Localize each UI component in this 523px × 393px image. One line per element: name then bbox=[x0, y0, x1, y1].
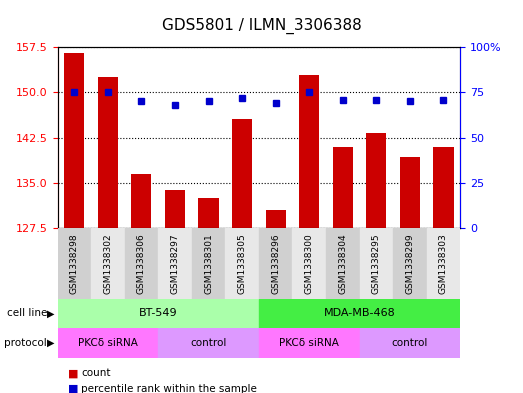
Text: ■: ■ bbox=[68, 384, 78, 393]
Bar bbox=[360, 328, 460, 358]
Bar bbox=[64, 53, 84, 228]
Bar bbox=[158, 228, 192, 299]
Text: protocol: protocol bbox=[4, 338, 47, 348]
Text: ▶: ▶ bbox=[48, 338, 55, 348]
Text: GSM1338304: GSM1338304 bbox=[338, 233, 347, 294]
Text: PKCδ siRNA: PKCδ siRNA bbox=[78, 338, 138, 348]
Bar bbox=[400, 158, 420, 228]
Bar bbox=[326, 228, 360, 299]
Bar bbox=[366, 133, 386, 228]
Bar bbox=[393, 228, 427, 299]
Text: GSM1338303: GSM1338303 bbox=[439, 233, 448, 294]
Bar bbox=[259, 228, 292, 299]
Bar bbox=[58, 328, 158, 358]
Bar bbox=[427, 228, 460, 299]
Bar bbox=[259, 328, 360, 358]
Text: cell line: cell line bbox=[7, 309, 47, 318]
Text: GDS5801 / ILMN_3306388: GDS5801 / ILMN_3306388 bbox=[162, 17, 361, 34]
Bar bbox=[91, 228, 124, 299]
Text: GSM1338297: GSM1338297 bbox=[170, 233, 179, 294]
Text: GSM1338296: GSM1338296 bbox=[271, 233, 280, 294]
Text: GSM1338295: GSM1338295 bbox=[372, 233, 381, 294]
Bar bbox=[259, 299, 460, 328]
Text: GSM1338305: GSM1338305 bbox=[237, 233, 247, 294]
Bar bbox=[165, 190, 185, 228]
Bar bbox=[292, 228, 326, 299]
Bar bbox=[434, 147, 453, 228]
Text: ▶: ▶ bbox=[48, 309, 55, 318]
Bar bbox=[58, 299, 259, 328]
Text: control: control bbox=[190, 338, 227, 348]
Text: GSM1338301: GSM1338301 bbox=[204, 233, 213, 294]
Bar bbox=[333, 147, 353, 228]
Text: GSM1338306: GSM1338306 bbox=[137, 233, 146, 294]
Text: GSM1338298: GSM1338298 bbox=[70, 233, 79, 294]
Text: ■: ■ bbox=[68, 368, 78, 378]
Bar bbox=[158, 328, 259, 358]
Text: PKCδ siRNA: PKCδ siRNA bbox=[279, 338, 339, 348]
Text: GSM1338299: GSM1338299 bbox=[405, 233, 414, 294]
Bar bbox=[98, 77, 118, 228]
Bar bbox=[199, 198, 219, 228]
Bar bbox=[131, 174, 152, 228]
Text: count: count bbox=[81, 368, 110, 378]
Text: control: control bbox=[392, 338, 428, 348]
Text: GSM1338302: GSM1338302 bbox=[104, 233, 112, 294]
Text: BT-549: BT-549 bbox=[139, 309, 177, 318]
Text: percentile rank within the sample: percentile rank within the sample bbox=[81, 384, 257, 393]
Text: MDA-MB-468: MDA-MB-468 bbox=[324, 309, 395, 318]
Bar bbox=[232, 119, 252, 228]
Bar bbox=[192, 228, 225, 299]
Bar bbox=[266, 210, 286, 228]
Bar bbox=[225, 228, 259, 299]
Bar bbox=[58, 228, 91, 299]
Bar bbox=[124, 228, 158, 299]
Text: GSM1338300: GSM1338300 bbox=[305, 233, 314, 294]
Bar bbox=[360, 228, 393, 299]
Bar bbox=[299, 75, 319, 228]
